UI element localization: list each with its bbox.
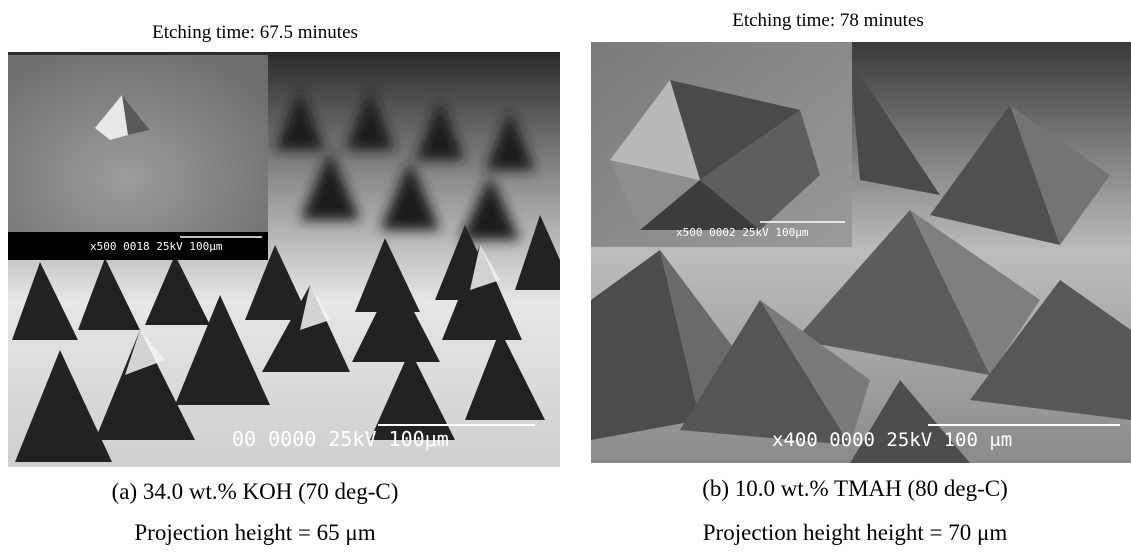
- figure: Etching time: 67.5 minutes Etching time:…: [0, 0, 1131, 555]
- sem-label: x500 0002 25kV 100μm: [676, 226, 809, 239]
- sem-image-a: 00 0000 25kV 100μm x500 0018 25kV 100μm: [8, 52, 560, 467]
- caption-height: Projection height height = 70 μm: [703, 520, 1008, 545]
- sem-image-b: x400 0000 25kV 100 μm x500 0002 25kV 100…: [591, 42, 1131, 463]
- caption-height: Projection height = 65 μm: [134, 520, 375, 545]
- caption: (a) 34.0 wt.% KOH (70 deg-C): [112, 479, 399, 504]
- caption: (b) 10.0 wt.% TMAH (80 deg-C): [702, 476, 1008, 501]
- sem-label: 00 0000 25kV 100μm: [232, 427, 449, 451]
- sem-label: x500 0018 25kV 100μm: [90, 240, 223, 253]
- etching-time: Etching time: 78 minutes: [732, 10, 924, 31]
- etching-time: Etching time: 67.5 minutes: [152, 22, 358, 43]
- sem-label: x400 0000 25kV 100 μm: [772, 429, 1012, 451]
